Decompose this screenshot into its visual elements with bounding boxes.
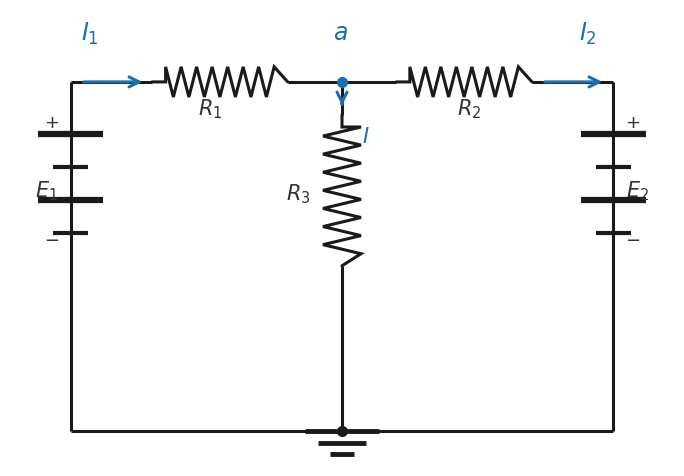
Text: $-$: $-$ xyxy=(624,230,640,248)
Text: $I_1$: $I_1$ xyxy=(81,20,98,47)
Text: $R_2$: $R_2$ xyxy=(458,97,482,120)
Text: $R_3$: $R_3$ xyxy=(286,181,310,205)
Text: $R_1$: $R_1$ xyxy=(198,97,222,120)
Text: $+$: $+$ xyxy=(44,114,60,132)
Text: $-$: $-$ xyxy=(44,230,60,248)
Text: $I_2$: $I_2$ xyxy=(579,20,596,47)
Text: $I$: $I$ xyxy=(362,127,369,147)
Text: $E_1$: $E_1$ xyxy=(36,179,58,203)
Text: $E_2$: $E_2$ xyxy=(626,179,648,203)
Text: $+$: $+$ xyxy=(624,114,640,132)
Text: $a$: $a$ xyxy=(332,22,347,45)
